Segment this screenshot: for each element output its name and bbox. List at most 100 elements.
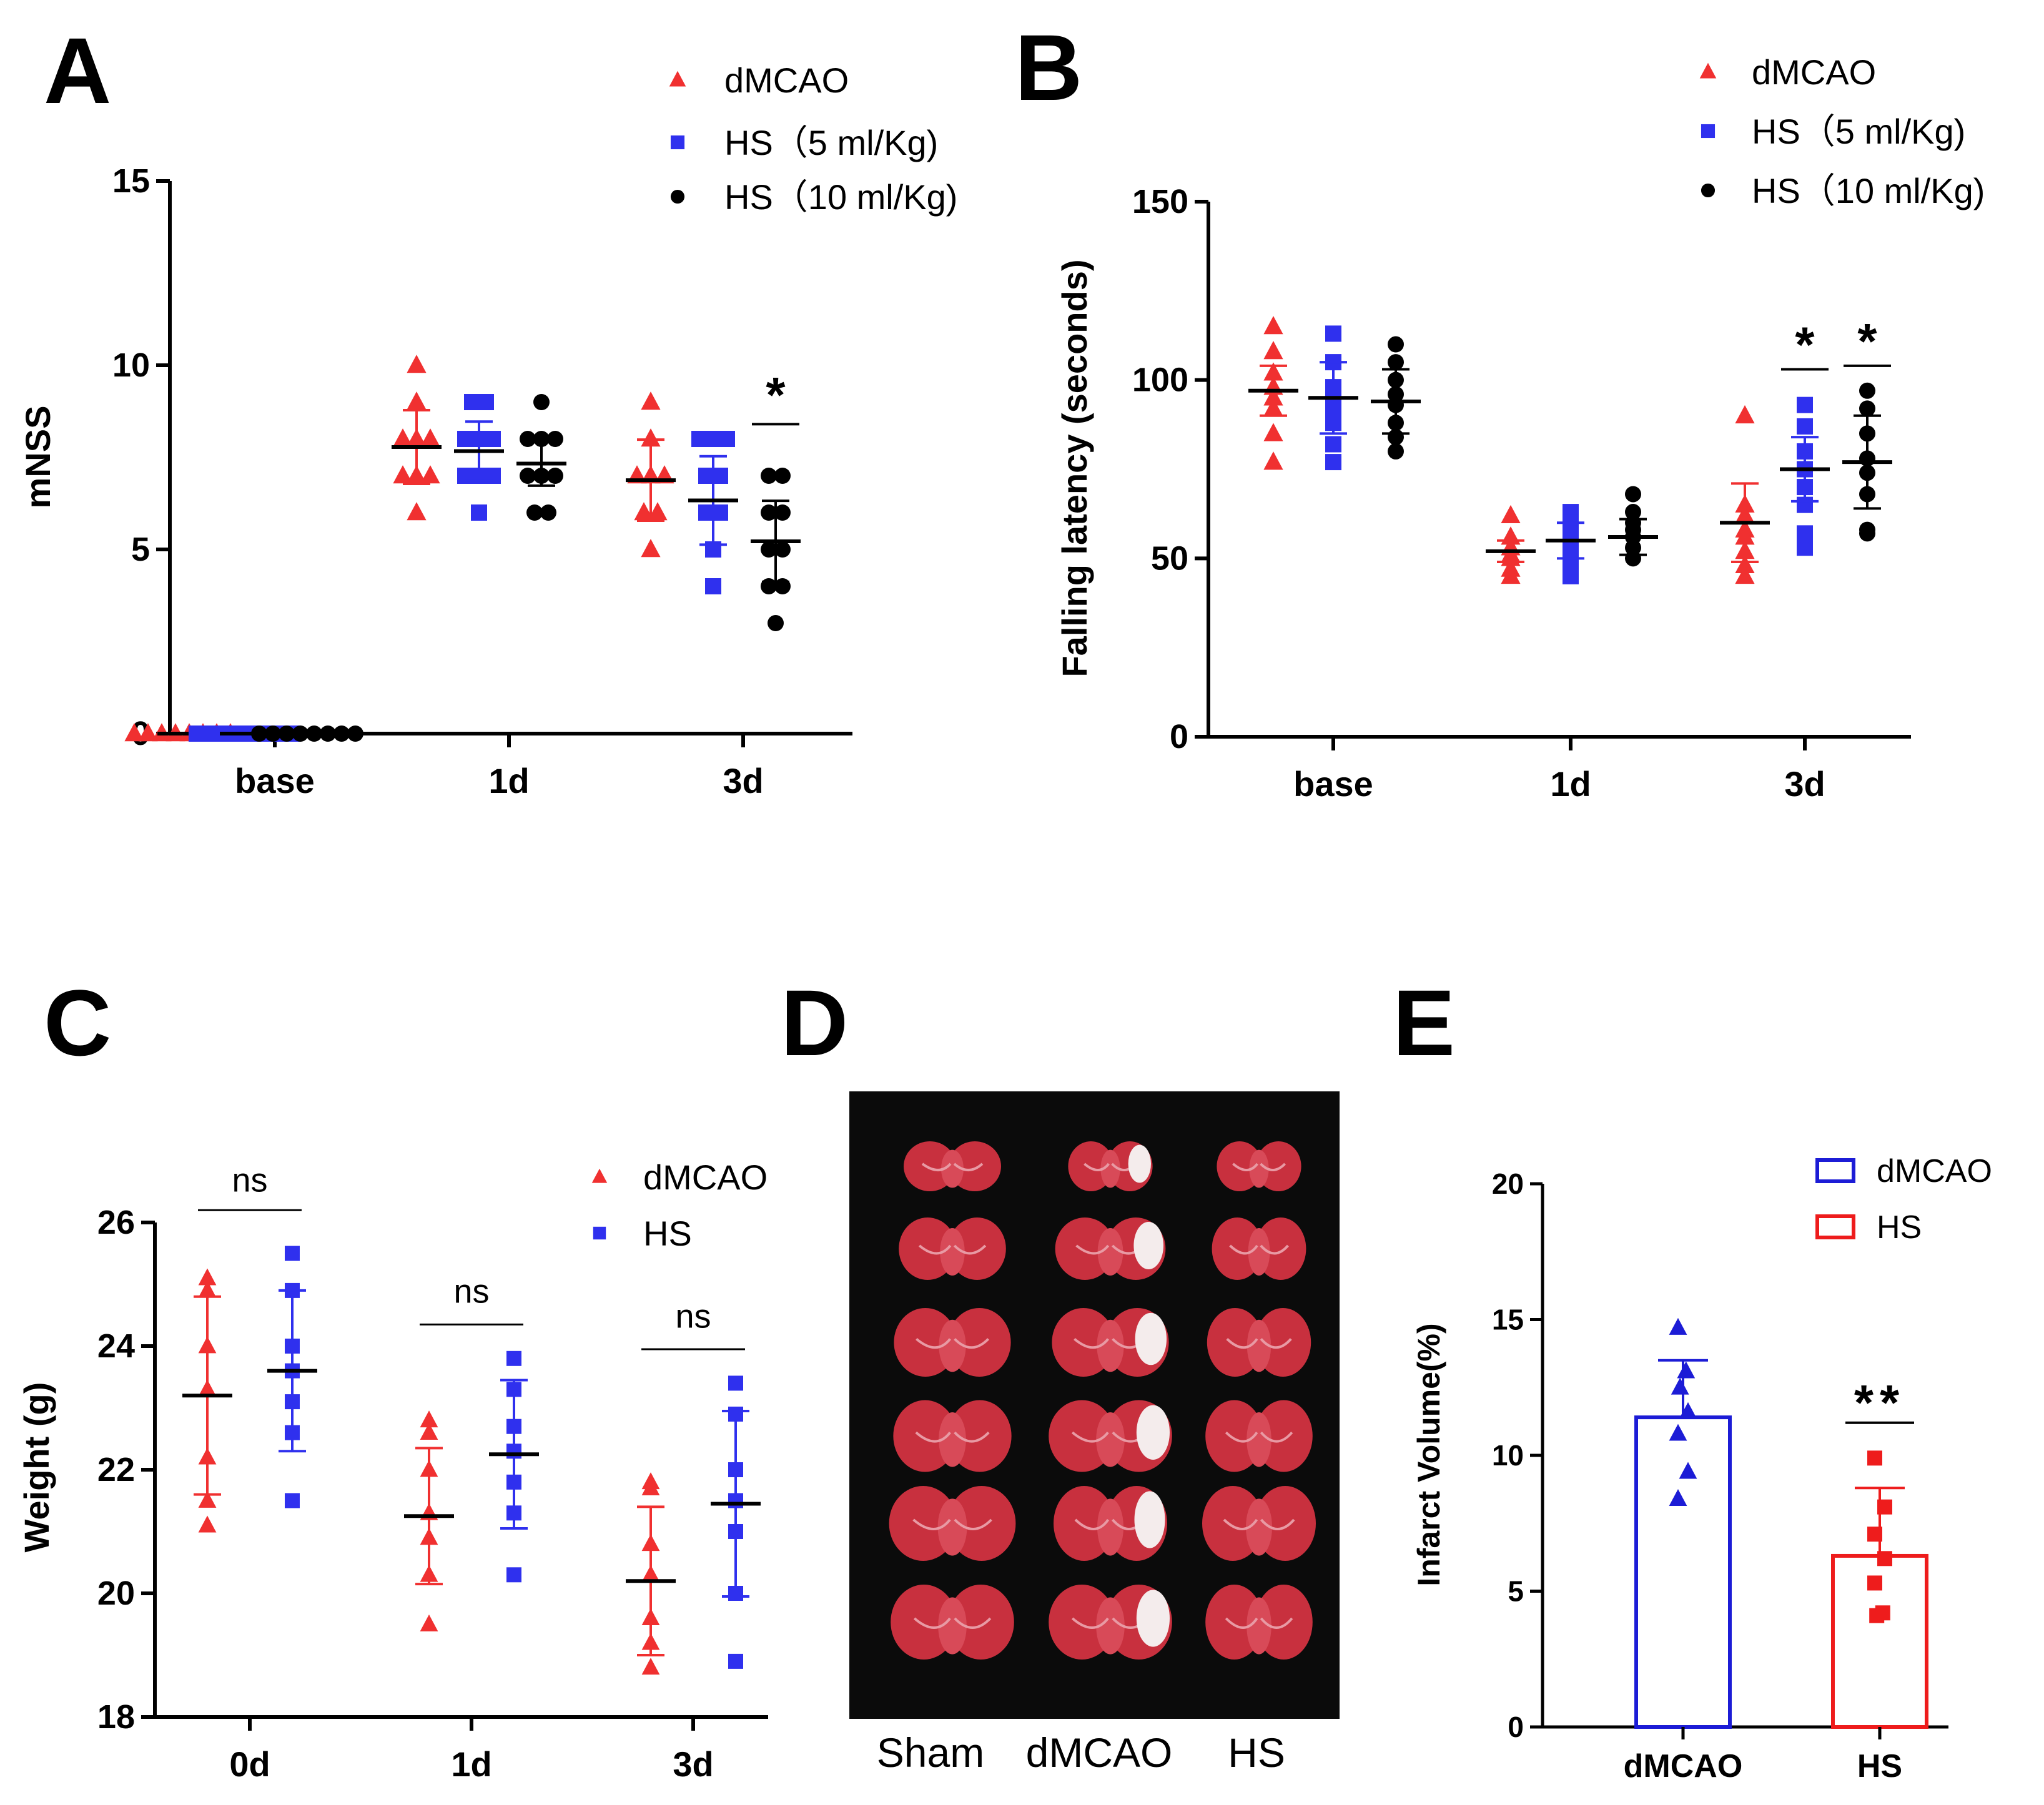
midline	[941, 1149, 964, 1188]
midline	[1096, 1412, 1125, 1467]
data-point	[698, 468, 714, 484]
infarct-region	[1128, 1144, 1152, 1183]
x-tick-label: 1d	[488, 761, 529, 800]
data-point	[1877, 1499, 1892, 1515]
y-tick-label: 26	[97, 1204, 135, 1241]
data-point	[464, 394, 480, 410]
data-point	[520, 468, 536, 484]
y-axis-title: Falling latency (seconds)	[1055, 259, 1094, 677]
data-point	[641, 539, 661, 558]
panel-letter-e: E	[1393, 970, 1455, 1075]
data-point	[1735, 565, 1755, 584]
data-point	[698, 504, 714, 521]
data-point	[1677, 1361, 1696, 1379]
data-point	[1797, 418, 1813, 435]
data-point	[774, 468, 791, 484]
data-point	[705, 578, 721, 594]
y-tick-label: 20	[1492, 1168, 1524, 1200]
white-matter	[921, 1163, 984, 1171]
x-tick-label: base	[1293, 764, 1373, 804]
data-point	[547, 431, 563, 447]
data-point	[485, 431, 501, 447]
x-tick-label: 0d	[229, 1744, 270, 1784]
midline	[1096, 1597, 1125, 1655]
data-point	[1671, 1377, 1689, 1395]
infarct-region	[1136, 1405, 1170, 1460]
white-matter	[913, 1617, 992, 1629]
legend-label: HS（5 ml/Kg)	[1752, 112, 1965, 151]
midline	[1247, 1412, 1271, 1467]
legend-label: dMCAO	[724, 61, 849, 100]
midline	[938, 1597, 967, 1655]
data-point	[641, 1658, 660, 1675]
data-point	[540, 504, 556, 521]
legend-marker	[1815, 1158, 1855, 1183]
midline	[937, 1498, 967, 1556]
data-point	[774, 541, 791, 558]
data-point	[1859, 400, 1875, 417]
y-tick-label: 50	[1151, 539, 1188, 577]
x-tick-label: dMCAO	[1624, 1748, 1743, 1784]
legend-label: HS	[1877, 1209, 1922, 1246]
midline	[940, 1228, 965, 1276]
y-axis-title: mNSS	[18, 406, 57, 509]
data-point	[1859, 525, 1875, 542]
data-point	[407, 355, 427, 373]
midline	[1248, 1228, 1270, 1276]
data-point	[533, 431, 550, 447]
data-point	[705, 431, 721, 447]
data-point	[1797, 396, 1813, 413]
data-point	[719, 431, 735, 447]
data-point	[1877, 1551, 1892, 1566]
midline	[1097, 1228, 1123, 1276]
legend-label: dMCAO	[1877, 1153, 1992, 1189]
white-matter	[915, 1431, 990, 1443]
data-point	[124, 723, 144, 742]
midline	[939, 1412, 966, 1467]
data-point	[526, 504, 543, 521]
brain-slice	[1068, 1141, 1153, 1191]
legend-label: HS（10 ml/Kg)	[1752, 171, 1985, 210]
chart-e-infarct-volume: 0 5 10 15 20 Infarct Volume(%) dMCAO HS ** dMCAO H…	[1411, 1153, 1992, 1784]
brain-slice	[1054, 1486, 1167, 1561]
data-point	[1501, 565, 1521, 584]
data-point	[1263, 451, 1283, 470]
data-point	[1325, 325, 1341, 342]
data-point	[641, 391, 661, 410]
midline	[1247, 1597, 1271, 1655]
data-point	[761, 468, 777, 484]
brain-slice	[891, 1585, 1014, 1660]
panel-letter-b: B	[1015, 15, 1082, 120]
data-point	[761, 541, 777, 558]
data-point	[1325, 454, 1341, 471]
midline	[1247, 1319, 1271, 1372]
data-point	[1867, 1527, 1882, 1542]
x-tick-label: 3d	[673, 1744, 713, 1784]
brain-slice	[1049, 1400, 1172, 1472]
white-matter	[1226, 1338, 1292, 1349]
y-tick-label: 15	[112, 162, 150, 200]
data-point	[251, 725, 267, 742]
data-point	[407, 391, 427, 410]
significance-label: **	[1854, 1375, 1905, 1430]
significance-label: ns	[453, 1273, 489, 1311]
midline	[939, 1319, 966, 1372]
data-point	[265, 725, 281, 742]
y-tick-label: 20	[97, 1575, 135, 1612]
legend-label: dMCAO	[1752, 52, 1876, 92]
y-tick-label: 22	[97, 1451, 135, 1488]
data-point	[634, 502, 654, 521]
panel-letter-a: A	[44, 18, 111, 123]
y-tick-label: 5	[131, 531, 150, 568]
data-point	[1263, 341, 1283, 360]
data-point	[1563, 568, 1579, 584]
data-point	[189, 725, 205, 742]
white-matter	[918, 1244, 987, 1255]
legend-marker	[1815, 1214, 1855, 1239]
x-tick-label: 1d	[451, 1744, 491, 1784]
y-axis-title: Infarct Volume(%)	[1411, 1323, 1446, 1586]
data-point	[202, 725, 219, 742]
data-point	[728, 1375, 743, 1391]
